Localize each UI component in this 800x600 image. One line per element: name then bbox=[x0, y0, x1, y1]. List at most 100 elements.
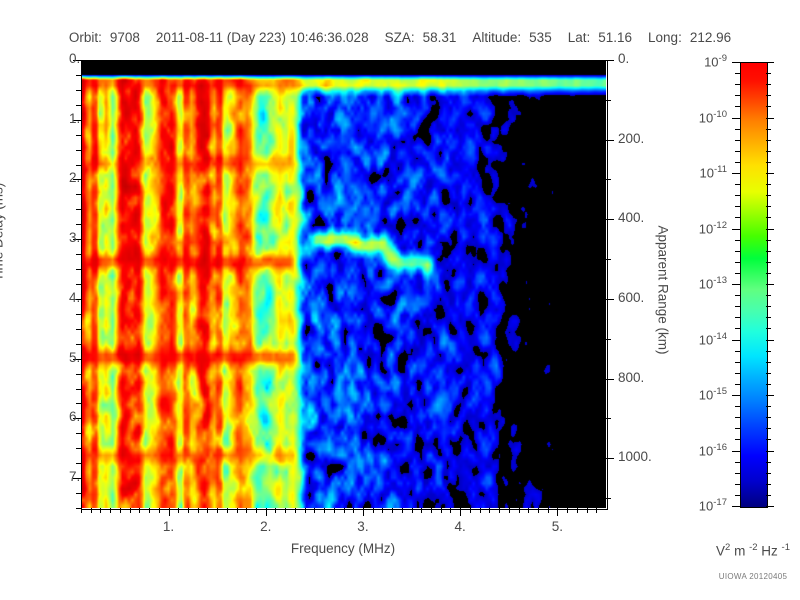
colorbar-minor-tick bbox=[735, 73, 740, 74]
x-tick bbox=[431, 508, 432, 513]
y-tick-left bbox=[73, 120, 81, 121]
x-tick bbox=[557, 508, 558, 516]
colorbar-tick-label: 10-17 bbox=[698, 497, 727, 514]
orbit-value: 9708 bbox=[109, 30, 140, 45]
header-metadata: Orbit: 9708 2011-08-11 (Day 223) 10:46:36.… bbox=[0, 30, 800, 45]
x-tick bbox=[81, 508, 82, 513]
x-tick bbox=[246, 508, 247, 513]
colorbar-tick bbox=[732, 284, 740, 285]
colorbar-minor-tick bbox=[735, 240, 740, 241]
colorbar-minor-tick bbox=[766, 217, 771, 218]
x-tick bbox=[412, 508, 413, 513]
x-tick bbox=[441, 508, 442, 513]
x-tick bbox=[110, 508, 111, 513]
colorbar-tick bbox=[766, 62, 774, 63]
colorbar-tick-label: 10-10 bbox=[698, 108, 727, 125]
colorbar-minor-tick bbox=[766, 162, 771, 163]
sza-label: SZA: bbox=[384, 30, 415, 45]
y-tick-left bbox=[76, 403, 81, 404]
colorbar-tick bbox=[766, 118, 774, 119]
y-tick-label-right: 1000. bbox=[618, 449, 652, 465]
colorbar-minor-tick bbox=[766, 317, 771, 318]
y-tick-left bbox=[73, 179, 81, 180]
colorbar-minor-tick bbox=[766, 195, 771, 196]
x-axis-title: Frequency (MHz) bbox=[290, 541, 396, 556]
y-tick-label-right: 200. bbox=[618, 130, 645, 146]
colorbar-tick bbox=[732, 451, 740, 452]
y-tick-left bbox=[76, 374, 81, 375]
colorbar-tick bbox=[732, 229, 740, 230]
colorbar-minor-tick bbox=[735, 351, 740, 352]
colorbar-minor-tick bbox=[735, 262, 740, 263]
x-tick bbox=[344, 508, 345, 513]
colorbar-minor-tick bbox=[735, 462, 740, 463]
colorbar-minor-tick bbox=[735, 129, 740, 130]
observation-datetime: 2011-08-11 (Day 223) 10:46:36.028 bbox=[155, 30, 369, 45]
x-tick bbox=[91, 508, 92, 513]
colorbar-minor-tick bbox=[735, 373, 740, 374]
colorbar-minor-tick bbox=[766, 251, 771, 252]
y-tick-right bbox=[606, 60, 614, 61]
y-tick-left bbox=[73, 418, 81, 419]
y-tick-left bbox=[76, 75, 81, 76]
x-tick bbox=[120, 508, 121, 513]
colorbar-minor-tick bbox=[735, 406, 740, 407]
x-tick bbox=[178, 508, 179, 513]
colorbar-tick-label: 10-9 bbox=[704, 53, 727, 70]
y-tick-left bbox=[76, 165, 81, 166]
colorbar-minor-tick bbox=[766, 351, 771, 352]
x-tick bbox=[363, 508, 364, 516]
colorbar-minor-tick bbox=[735, 306, 740, 307]
y-tick-label-right: 600. bbox=[618, 289, 645, 305]
units-hertz: Hz bbox=[757, 543, 782, 559]
colorbar-minor-tick bbox=[766, 129, 771, 130]
colorbar-tick bbox=[732, 62, 740, 63]
units-meter: m bbox=[730, 543, 750, 559]
colorbar-minor-tick bbox=[766, 106, 771, 107]
colorbar-minor-tick bbox=[766, 151, 771, 152]
x-tick bbox=[130, 508, 131, 513]
x-tick bbox=[489, 508, 490, 513]
colorbar-minor-tick bbox=[766, 206, 771, 207]
colorbar-tick bbox=[766, 340, 774, 341]
y-tick-left bbox=[76, 224, 81, 225]
y-tick-right bbox=[606, 379, 614, 380]
colorbar-minor-tick bbox=[735, 140, 740, 141]
colorbar-tick bbox=[766, 395, 774, 396]
colorbar-minor-tick bbox=[766, 484, 771, 485]
units-hertz-exp: -1 bbox=[781, 542, 790, 553]
long-label: Long: bbox=[648, 30, 682, 45]
y-tick-right bbox=[606, 179, 611, 180]
colorbar-minor-tick bbox=[735, 251, 740, 252]
y-tick-left bbox=[76, 254, 81, 255]
lat-label: Lat: bbox=[567, 30, 591, 45]
y-tick-left bbox=[76, 493, 81, 494]
x-tick bbox=[577, 508, 578, 513]
x-tick bbox=[421, 508, 422, 513]
credit-line: UIOWA 20120405 bbox=[718, 572, 788, 581]
colorbar-minor-tick bbox=[735, 184, 740, 185]
y-axis-title-right: Apparent Range (km) bbox=[655, 225, 671, 355]
x-tick bbox=[587, 508, 588, 513]
x-tick bbox=[548, 508, 549, 513]
x-tick-label: 1. bbox=[162, 519, 175, 534]
heatmap-canvas bbox=[81, 60, 606, 508]
colorbar-tick bbox=[766, 173, 774, 174]
y-tick-left bbox=[73, 478, 81, 479]
colorbar-minor-tick bbox=[766, 428, 771, 429]
y-tick-right bbox=[606, 498, 611, 499]
colorbar-minor-tick bbox=[766, 462, 771, 463]
x-tick bbox=[538, 508, 539, 513]
colorbar-minor-tick bbox=[766, 439, 771, 440]
x-tick bbox=[100, 508, 101, 513]
colorbar-minor-tick bbox=[735, 151, 740, 152]
colorbar-minor-tick bbox=[766, 417, 771, 418]
colorbar-tick bbox=[732, 173, 740, 174]
colorbar-minor-tick bbox=[735, 495, 740, 496]
x-tick bbox=[460, 508, 461, 516]
y-tick-right bbox=[606, 458, 614, 459]
x-tick bbox=[198, 508, 199, 513]
colorbar-minor-tick bbox=[735, 273, 740, 274]
colorbar-minor-tick bbox=[735, 473, 740, 474]
y-tick-right bbox=[606, 259, 611, 260]
